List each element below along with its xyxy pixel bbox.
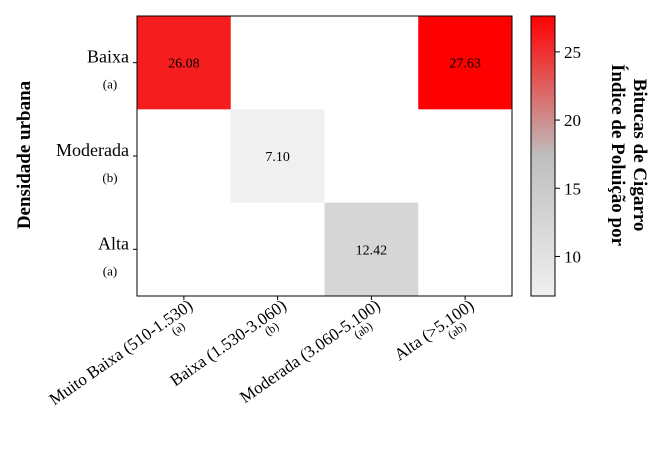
heatmap-cell (230, 109, 325, 203)
cell-value-label: 26.08 (168, 57, 200, 72)
column-group-label: (a) (169, 319, 188, 338)
column-label: Muito Baixa (510-1.530) (46, 296, 197, 409)
row-label: Alta (98, 233, 129, 253)
cell-value-label: 27.63 (449, 57, 481, 72)
colorbar-ticks: 10 15 20 25 (555, 43, 581, 266)
row-group-label: (a) (103, 77, 117, 92)
row-group-label: (a) (103, 263, 117, 278)
column-labels: Muito Baixa (510-1.530)(a)Baixa (1.530-3… (46, 296, 478, 409)
colorbar (530, 15, 556, 297)
column-group-label: (b) (262, 319, 281, 338)
colorbar-tick-label: 15 (564, 179, 581, 198)
heatmap-cell (324, 202, 419, 296)
row-group-label: (b) (102, 170, 117, 185)
cell-value-label: 7.10 (265, 150, 290, 165)
row-labels: Baixa (a) Moderada (b) Alta (a) (56, 47, 137, 278)
colorbar-tick-label: 25 (564, 43, 581, 62)
heatmap-cells: 26.08 27.63 7.10 12.42 (137, 16, 512, 296)
heatmap-cell (137, 16, 231, 110)
colorbar-title-line2: Bitucas de Cigarro (629, 79, 650, 232)
colorbar-tick-label: 10 (564, 247, 581, 266)
colorbar-tick-label: 20 (564, 111, 581, 130)
colorbar-title-line1: Índice de Poluição por (607, 64, 629, 247)
heatmap-cell (418, 16, 512, 110)
cell-value-label: 12.42 (356, 243, 388, 258)
y-axis-title: Densidade urbana (14, 80, 35, 229)
row-label: Moderada (56, 140, 129, 160)
row-label: Baixa (87, 47, 129, 67)
